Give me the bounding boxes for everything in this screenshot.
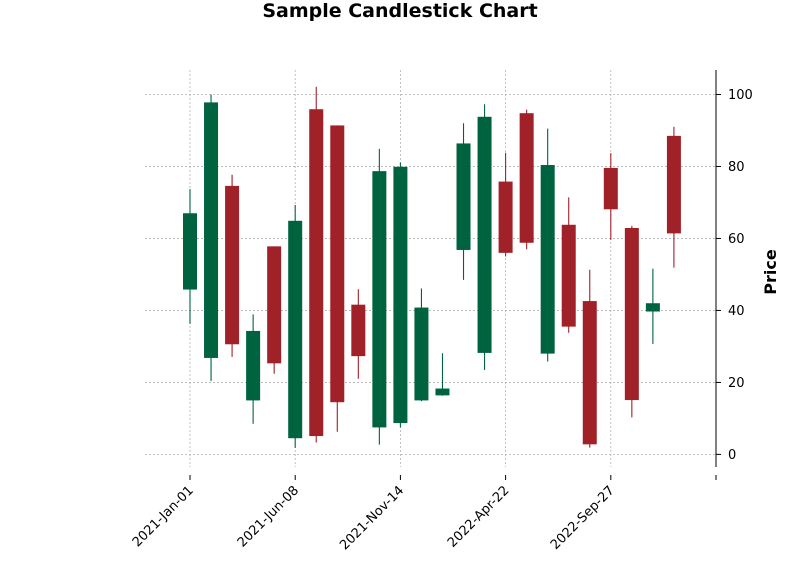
y-tick-label: 80 bbox=[728, 160, 745, 175]
grid bbox=[145, 70, 716, 467]
y-tick-label: 60 bbox=[728, 232, 745, 247]
y-tick-label: 20 bbox=[728, 376, 745, 391]
candle-body bbox=[414, 307, 429, 401]
candle-body bbox=[456, 143, 471, 250]
candle-body bbox=[183, 213, 197, 290]
candle-body bbox=[372, 171, 387, 428]
candle-body bbox=[309, 109, 324, 437]
candle-body bbox=[624, 228, 639, 401]
candle-body bbox=[540, 165, 555, 354]
candle-body bbox=[561, 224, 576, 327]
candle-body bbox=[393, 166, 408, 424]
candle-body bbox=[225, 185, 240, 345]
x-tick-label: 2022-Sep-27 bbox=[548, 483, 618, 553]
candle-body bbox=[204, 102, 219, 358]
y-tick-label: 0 bbox=[728, 448, 736, 463]
x-tick-label: 2021-Jan-01 bbox=[130, 483, 197, 550]
candle-body bbox=[603, 167, 618, 210]
candle-body bbox=[246, 330, 261, 401]
candle-body bbox=[288, 220, 303, 439]
candle-body bbox=[435, 388, 450, 396]
chart-title: Sample Candlestick Chart bbox=[262, 0, 538, 22]
candles bbox=[183, 86, 681, 448]
y-tick-label: 100 bbox=[728, 88, 753, 103]
axes bbox=[189, 70, 721, 480]
x-tick-label: 2021-Jun-08 bbox=[235, 483, 302, 550]
x-tick-label: 2022-Apr-22 bbox=[445, 483, 512, 550]
candle-body bbox=[519, 113, 534, 243]
candle-body bbox=[498, 181, 513, 253]
tick-labels: 0 20 40 60 80 100 2021-Jan-01 2021-Jun-08 2021-N… bbox=[130, 88, 753, 553]
candle-body bbox=[582, 301, 597, 445]
candle-body bbox=[477, 116, 492, 353]
candle-body bbox=[645, 303, 660, 312]
x-tick-label: 2021-Nov-14 bbox=[337, 483, 407, 553]
y-tick-label: 40 bbox=[728, 304, 745, 319]
candle-body bbox=[330, 125, 345, 403]
candle-body bbox=[351, 304, 366, 357]
y-axis-label: Price bbox=[761, 249, 780, 295]
candle-body bbox=[666, 135, 681, 234]
candle-body bbox=[267, 246, 282, 364]
